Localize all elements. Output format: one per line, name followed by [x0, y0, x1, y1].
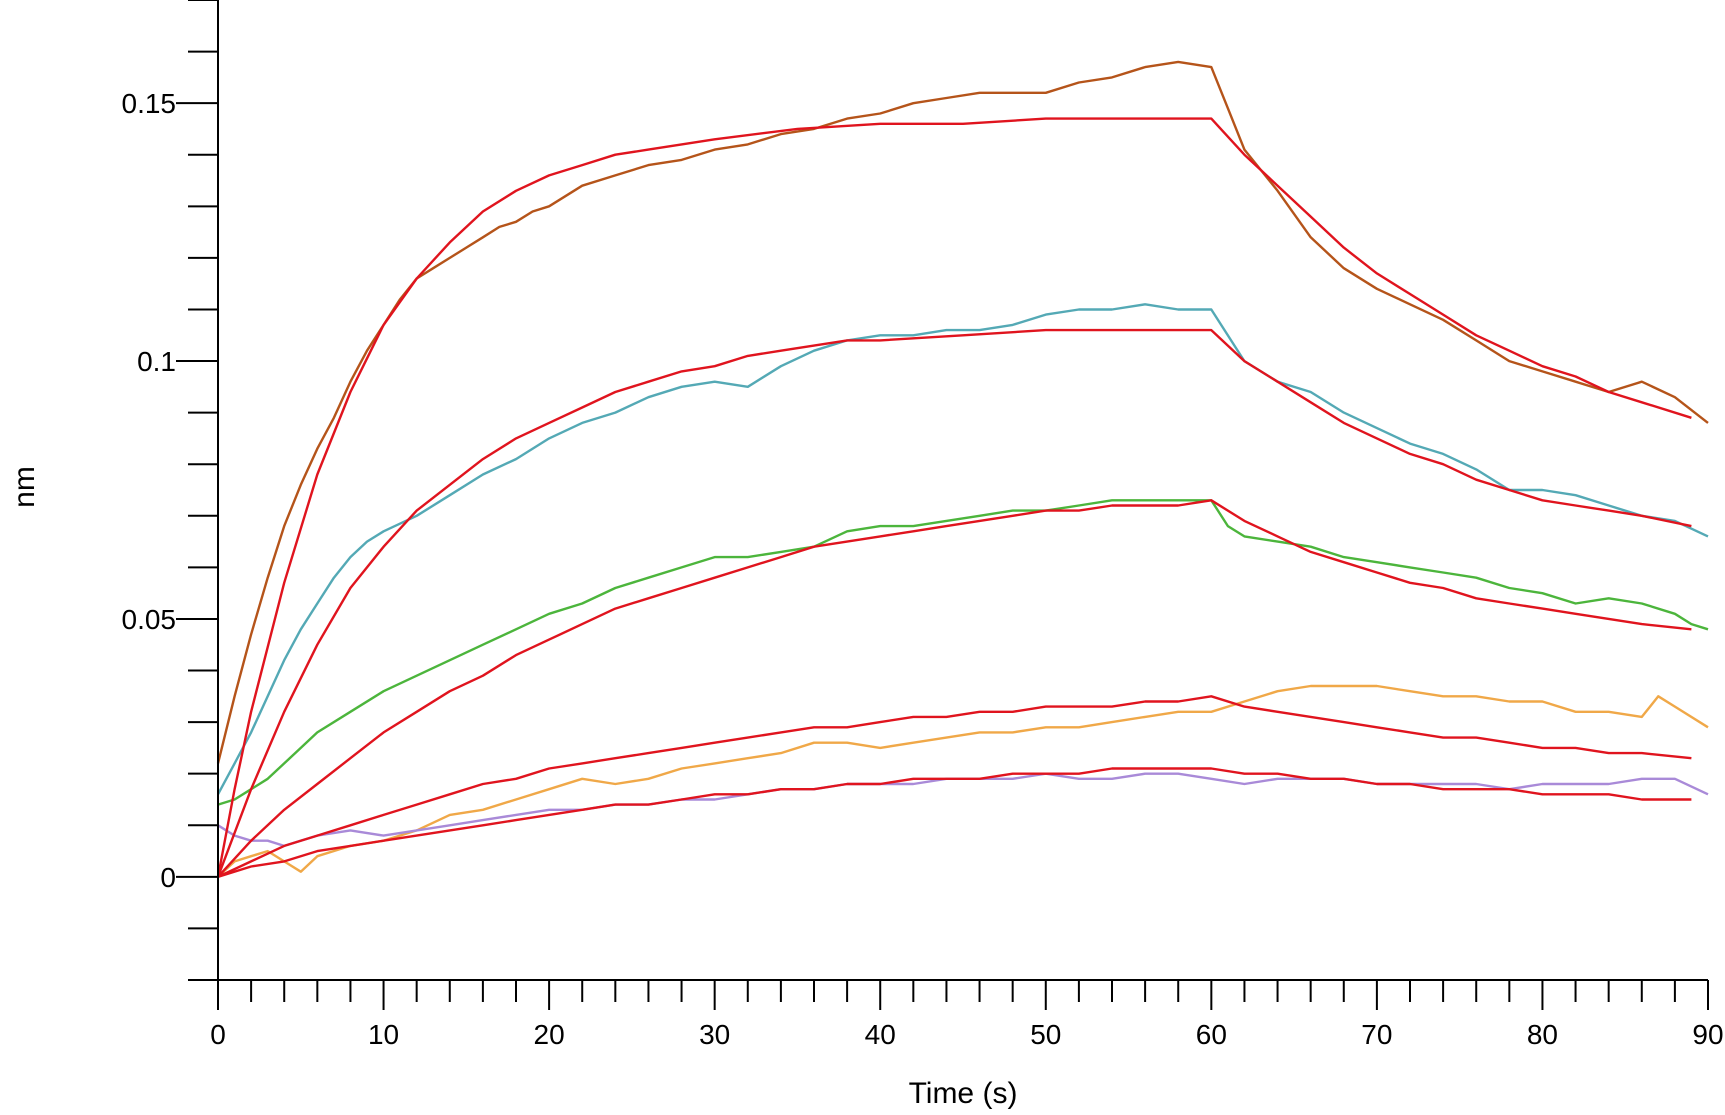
ticks-layer: 0 10 20 30 40 50 60 70 80 90 0 0.05 0.1 0.15 — [122, 0, 1724, 1050]
x-tick-label: 70 — [1361, 1019, 1392, 1050]
fit-curve-6 — [216, 328, 1692, 878]
fit-curve-7 — [217, 499, 1692, 878]
fit-curve-9 — [217, 767, 1692, 878]
x-tick-label: 10 — [368, 1019, 399, 1050]
x-tick-label: 60 — [1196, 1019, 1227, 1050]
x-tick-label: 80 — [1527, 1019, 1558, 1050]
series-layer — [216, 60, 1709, 878]
fit-curve-5 — [216, 117, 1692, 878]
x-tick-label: 50 — [1030, 1019, 1061, 1050]
response-curve-1 — [216, 303, 1709, 795]
response-curve-2 — [217, 499, 1709, 806]
x-tick-label: 40 — [865, 1019, 896, 1050]
fit-curve-8 — [217, 695, 1692, 878]
x-tick-label: 20 — [534, 1019, 565, 1050]
y-tick-label: 0 — [160, 862, 176, 893]
y-tick-label: 0.05 — [122, 604, 177, 635]
y-tick-label: 0.15 — [122, 88, 177, 119]
axes-layer — [217, 0, 1708, 981]
y-tick-label: 0.1 — [137, 346, 176, 377]
x-tick-label: 90 — [1692, 1019, 1723, 1050]
x-tick-label: 30 — [699, 1019, 730, 1050]
x-tick-label: 0 — [210, 1019, 226, 1050]
x-axis-title: Time (s) — [909, 1077, 1018, 1110]
response-curve-4 — [217, 772, 1709, 848]
y-axis-title: nm — [8, 466, 41, 508]
